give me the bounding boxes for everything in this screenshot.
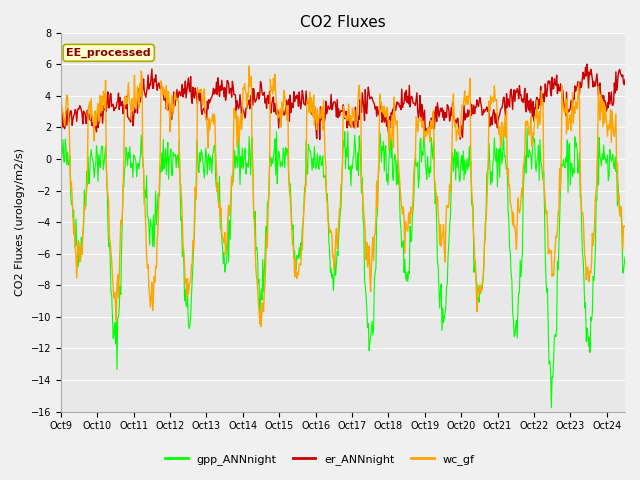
Text: EE_processed: EE_processed [67, 48, 151, 58]
Y-axis label: CO2 Fluxes (urology/m2/s): CO2 Fluxes (urology/m2/s) [15, 148, 25, 296]
Title: CO2 Fluxes: CO2 Fluxes [300, 15, 386, 30]
Legend: gpp_ANNnight, er_ANNnight, wc_gf: gpp_ANNnight, er_ANNnight, wc_gf [161, 450, 479, 469]
